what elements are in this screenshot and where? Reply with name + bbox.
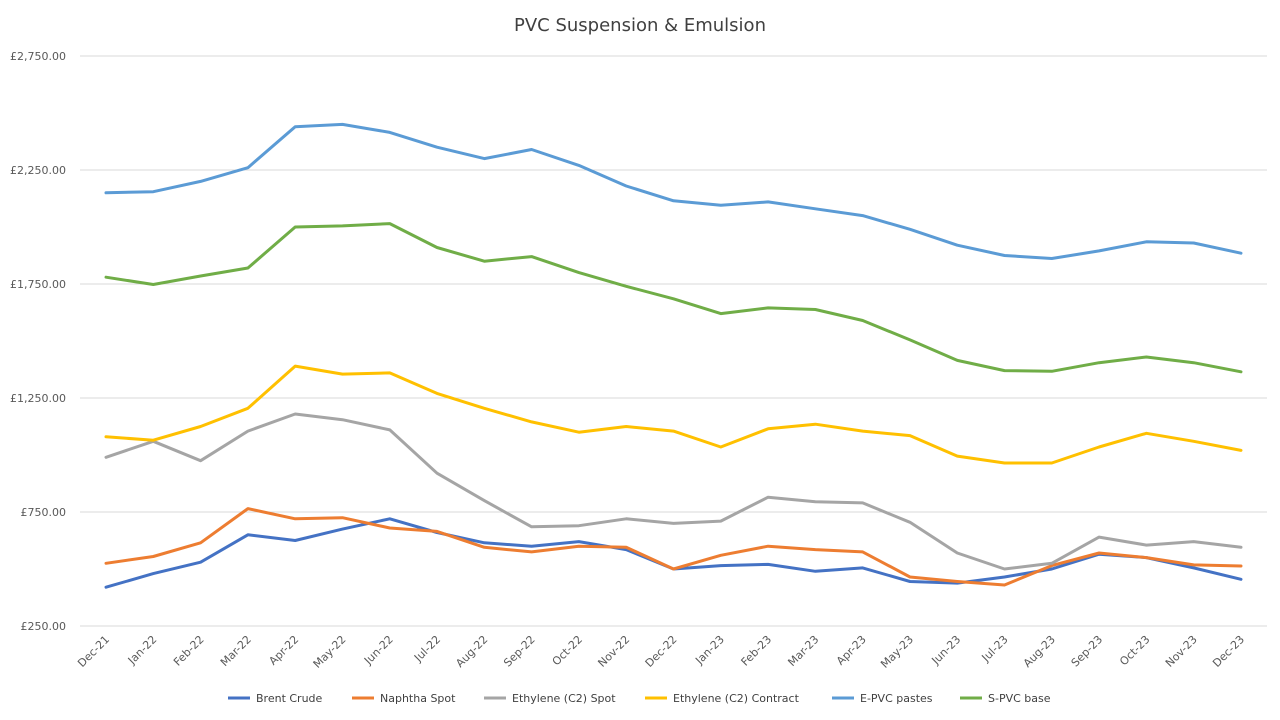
y-tick-label: £2,750.00 (10, 50, 66, 63)
y-tick-label: £2,250.00 (10, 164, 66, 177)
series-line-naphtha-spot (104, 507, 1243, 587)
x-tick-label: Jan-22 (125, 633, 160, 668)
series-line-s-pvc-base (104, 222, 1243, 374)
x-tick-label: Dec-22 (643, 633, 680, 670)
x-tick-label: May-22 (311, 633, 349, 671)
x-tick-label: Apr-23 (834, 633, 869, 668)
x-tick-label: Jan-23 (692, 633, 727, 668)
series-line-ethylene-c2-spot (104, 412, 1243, 571)
series-line-e-pvc-pastes (104, 122, 1243, 260)
x-tick-label: Jun-22 (361, 633, 396, 668)
x-tick-label: Nov-22 (595, 633, 632, 670)
x-tick-label: Apr-22 (266, 633, 301, 668)
x-tick-label: Sep-22 (501, 633, 538, 670)
legend-label: Ethylene (C2) Spot (512, 692, 616, 705)
y-tick-label: £1,250.00 (10, 392, 66, 405)
y-tick-label: £1,750.00 (10, 278, 66, 291)
x-tick-label: Jun-23 (929, 633, 964, 668)
x-tick-label: Aug-22 (453, 633, 490, 670)
x-tick-label: Sep-23 (1069, 633, 1106, 670)
chart-title: PVC Suspension & Emulsion (514, 15, 766, 36)
x-tick-label: Jul-23 (979, 633, 1011, 665)
legend-label: S-PVC base (988, 692, 1051, 705)
legend-label: Naphtha Spot (380, 692, 456, 705)
legend-label: Brent Crude (256, 692, 323, 705)
x-tick-label: May-23 (878, 633, 916, 671)
x-tick-label: Dec-23 (1210, 633, 1247, 670)
x-tick-label: Nov-23 (1163, 633, 1200, 670)
x-tick-label: Oct-22 (550, 633, 585, 668)
x-tick-label: Feb-23 (739, 633, 775, 669)
y-tick-label: £750.00 (21, 506, 67, 519)
x-tick-label: Feb-22 (171, 633, 207, 669)
x-tick-label: Mar-23 (785, 633, 821, 669)
x-tick-label: Jul-22 (411, 633, 443, 665)
series-line-ethylene-c2-contract (104, 364, 1243, 465)
legend-label: E-PVC pastes (860, 692, 933, 705)
legend-label: Ethylene (C2) Contract (673, 692, 800, 705)
x-tick-label: Aug-23 (1021, 633, 1058, 670)
y-tick-label: £250.00 (21, 620, 67, 633)
x-tick-label: Dec-21 (75, 633, 112, 670)
x-tick-label: Oct-23 (1117, 633, 1152, 668)
x-tick-label: Mar-22 (218, 633, 254, 669)
